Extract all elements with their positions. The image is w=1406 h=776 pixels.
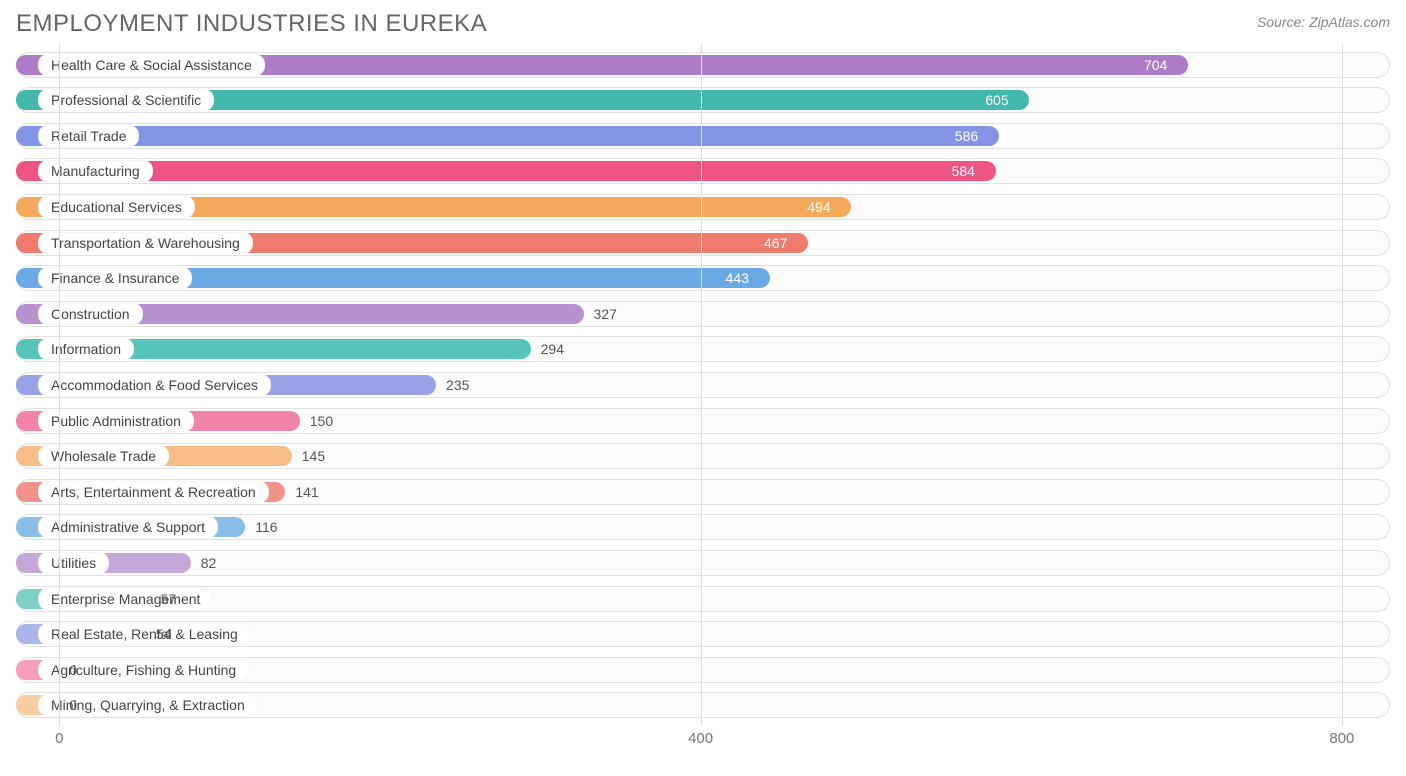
value-label: 235 (446, 377, 469, 393)
chart-plot: Health Care & Social Assistance 704 Profes… (16, 44, 1390, 726)
gridline (59, 44, 60, 726)
value-label: 150 (310, 413, 333, 429)
bar-row: Construction 327 (16, 299, 1390, 329)
bar-endcap (16, 411, 36, 431)
bar-row: Real Estate, Rental & Leasing54 (16, 619, 1390, 649)
bar-endcap (16, 197, 36, 217)
bar-endcap (16, 624, 36, 644)
value-label: 145 (302, 448, 325, 464)
category-label: Transportation & Warehousing (38, 232, 253, 254)
chart-area: Health Care & Social Assistance 704 Profes… (10, 44, 1396, 764)
x-axis: 0 400 800 (16, 730, 1390, 754)
value-label: 116 (255, 519, 277, 535)
value-label: 57 (161, 591, 177, 607)
category-label: Public Administration (38, 410, 194, 432)
bar-row: Arts, Entertainment & Recreation 141 (16, 477, 1390, 507)
category-label: Real Estate, Rental & Leasing (38, 623, 251, 645)
bar-endcap (16, 233, 36, 253)
bar-row: Enterprise Management57 (16, 584, 1390, 614)
bar-row: Administrative & Support 116 (16, 512, 1390, 542)
category-label: Arts, Entertainment & Recreation (38, 481, 269, 503)
bars-container: Health Care & Social Assistance 704 Profes… (16, 44, 1390, 726)
value-label: 0 (69, 662, 77, 678)
chart-header: EMPLOYMENT INDUSTRIES IN EUREKA Source: … (0, 0, 1406, 44)
bar-endcap (16, 660, 36, 680)
bar-row: Utilities 82 (16, 548, 1390, 578)
category-label: Professional & Scientific (38, 89, 214, 111)
category-label: Administrative & Support (38, 516, 218, 538)
value-label: 443 (726, 270, 749, 286)
value-label: 704 (1144, 57, 1167, 73)
chart-title: EMPLOYMENT INDUSTRIES IN EUREKA (16, 10, 487, 38)
bar-endcap (16, 517, 36, 537)
bar-endcap (16, 482, 36, 502)
value-label: 294 (541, 341, 564, 357)
bar (16, 161, 996, 181)
bar-endcap (16, 90, 36, 110)
x-tick-label: 400 (688, 730, 713, 747)
bar-row: Mining, Quarrying, & Extraction0 (16, 690, 1390, 720)
bar-endcap (16, 304, 36, 324)
bar-endcap (16, 553, 36, 573)
bar (16, 126, 999, 146)
category-label: Health Care & Social Assistance (38, 54, 265, 76)
value-label: 494 (807, 199, 830, 215)
category-label: Educational Services (38, 196, 195, 218)
category-label: Accommodation & Food Services (38, 374, 271, 396)
x-tick-label: 0 (55, 730, 63, 747)
bar-endcap (16, 695, 36, 715)
category-label: Enterprise Management (38, 588, 213, 610)
bar-endcap (16, 126, 36, 146)
bar-row: Transportation & Warehousing 467 (16, 228, 1390, 258)
value-label: 605 (985, 92, 1008, 108)
category-label: Information (38, 338, 134, 360)
bar-row: Wholesale Trade 145 (16, 441, 1390, 471)
bar-endcap (16, 375, 36, 395)
bar-track (16, 586, 1390, 612)
bar-row: Educational Services 494 (16, 192, 1390, 222)
value-label: 586 (955, 128, 978, 144)
category-label: Retail Trade (38, 125, 139, 147)
category-label: Finance & Insurance (38, 267, 192, 289)
value-label: 54 (156, 626, 172, 642)
bar-row: Finance & Insurance 443 (16, 263, 1390, 293)
x-tick-label: 800 (1329, 730, 1354, 747)
bar-row: Public Administration 150 (16, 406, 1390, 436)
category-label: Manufacturing (38, 160, 153, 182)
bar-endcap (16, 589, 36, 609)
bar-row: Health Care & Social Assistance 704 (16, 50, 1390, 80)
value-label: 0 (69, 697, 77, 713)
bar-endcap (16, 339, 36, 359)
gridline (1342, 44, 1343, 726)
value-label: 584 (952, 163, 975, 179)
value-label: 327 (594, 306, 617, 322)
value-label: 82 (201, 555, 217, 571)
bar-track (16, 550, 1390, 576)
bar-row: Agriculture, Fishing & Hunting0 (16, 655, 1390, 685)
bar-endcap (16, 55, 36, 75)
bar-row: Retail Trade 586 (16, 121, 1390, 151)
category-label: Utilities (38, 552, 109, 574)
chart-source: Source: ZipAtlas.com (1257, 14, 1390, 30)
bar-endcap (16, 268, 36, 288)
bar-endcap (16, 446, 36, 466)
bar-row: Information 294 (16, 334, 1390, 364)
category-label: Wholesale Trade (38, 445, 169, 467)
bar-row: Manufacturing 584 (16, 156, 1390, 186)
bar-row: Accommodation & Food Services 235 (16, 370, 1390, 400)
gridline (701, 44, 702, 726)
category-label: Construction (38, 303, 143, 325)
bar-endcap (16, 161, 36, 181)
value-label: 467 (764, 235, 787, 251)
value-label: 141 (295, 484, 318, 500)
bar-row: Professional & Scientific 605 (16, 85, 1390, 115)
